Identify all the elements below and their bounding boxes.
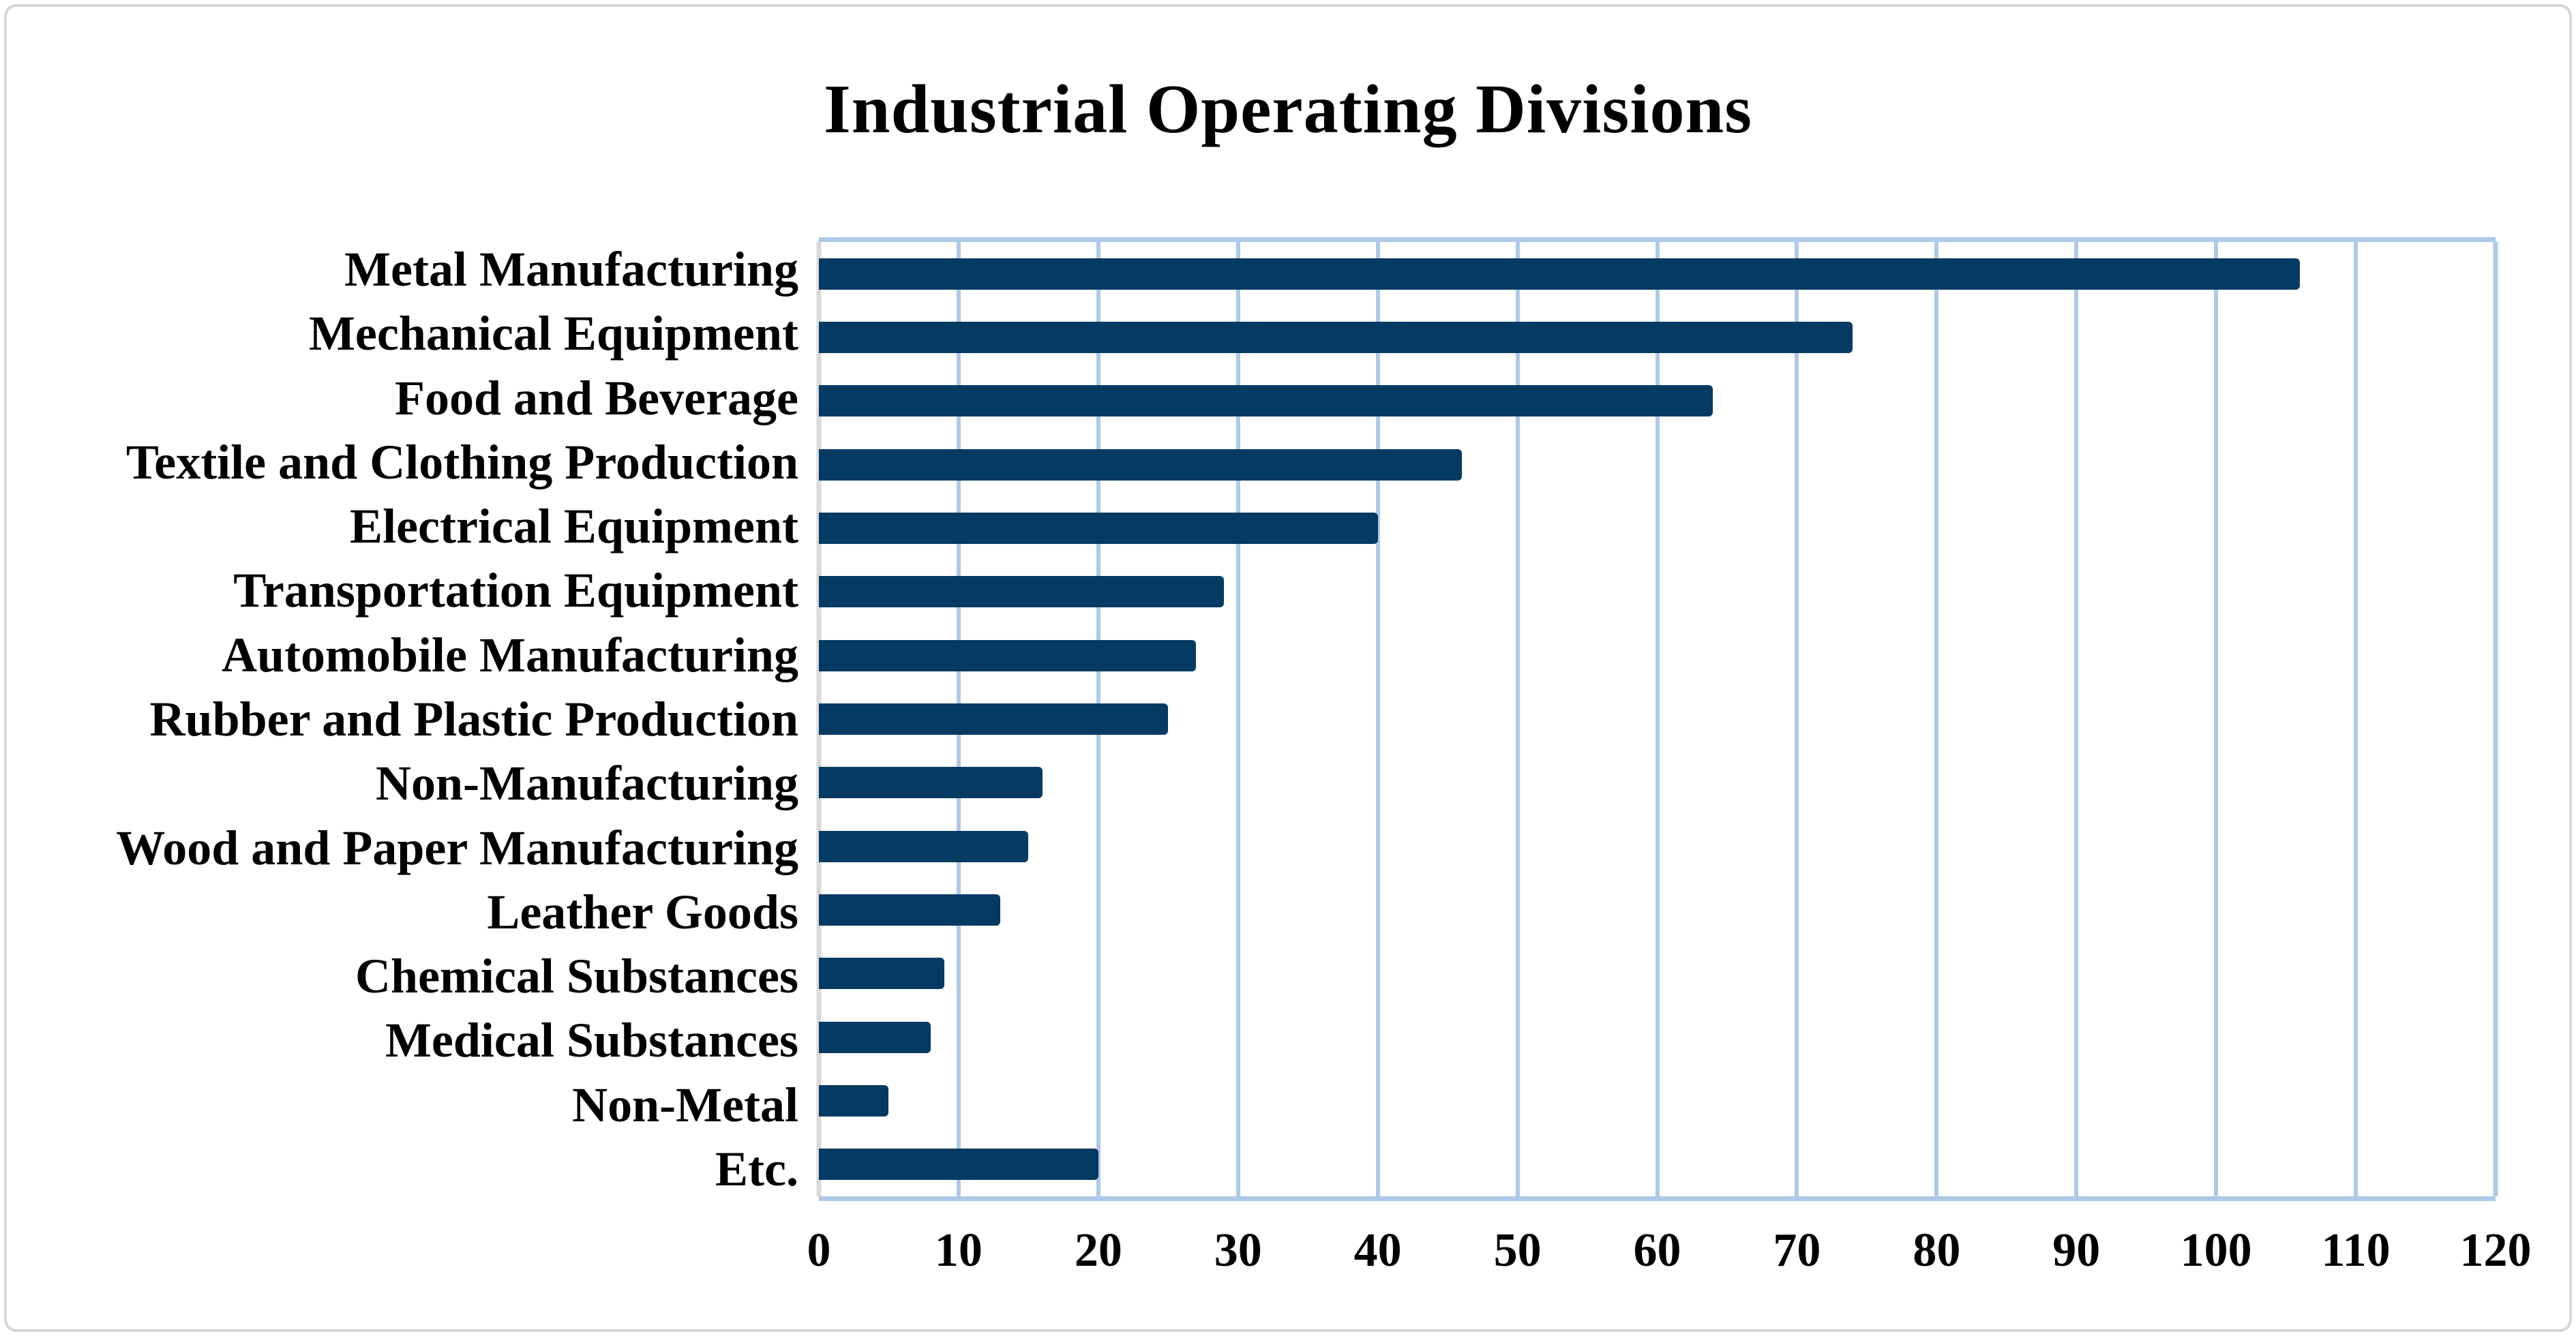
bar bbox=[819, 1021, 931, 1053]
bar bbox=[819, 767, 1043, 799]
plot-area bbox=[816, 237, 2498, 1201]
bar bbox=[819, 449, 1462, 481]
bar bbox=[819, 830, 1029, 862]
gridline bbox=[1655, 242, 1660, 1196]
bar bbox=[819, 258, 2301, 290]
gridline bbox=[2354, 242, 2358, 1196]
gridline bbox=[1375, 242, 1380, 1196]
category-label: Etc. bbox=[715, 1141, 798, 1196]
category-label: Textile and Clothing Production bbox=[125, 434, 798, 489]
gridline bbox=[1235, 242, 1240, 1196]
x-tick-label: 0 bbox=[807, 1224, 831, 1277]
x-tick-label: 90 bbox=[2052, 1224, 2101, 1277]
x-axis-tick-labels: 0 10 20 30 40 50 60 70 80 90 100 110 120 bbox=[807, 1221, 2532, 1283]
bar bbox=[819, 1085, 889, 1117]
x-tick-label: 120 bbox=[2459, 1224, 2532, 1277]
category-label: Medical Substances bbox=[385, 1013, 798, 1068]
gridline bbox=[1934, 242, 1939, 1196]
x-tick-label: 20 bbox=[1074, 1224, 1122, 1277]
bar bbox=[819, 639, 1197, 671]
category-label: Electrical Equipment bbox=[350, 499, 798, 554]
category-axis-labels: Metal Manufacturing Mechanical Equipment F… bbox=[34, 237, 798, 1201]
category-label: Rubber and Plastic Production bbox=[149, 692, 798, 746]
x-tick-label: 30 bbox=[1214, 1224, 1262, 1277]
x-tick-label: 60 bbox=[1633, 1224, 1681, 1277]
category-label: Non-Metal bbox=[572, 1077, 798, 1132]
bar bbox=[819, 513, 1378, 544]
bar bbox=[819, 322, 1853, 353]
x-tick-label: 10 bbox=[934, 1224, 983, 1277]
x-tick-label: 50 bbox=[1493, 1224, 1542, 1277]
bar bbox=[819, 576, 1225, 608]
category-label: Wood and Paper Manufacturing bbox=[116, 820, 798, 875]
gridline bbox=[2074, 242, 2079, 1196]
category-label: Food and Beverage bbox=[395, 370, 798, 425]
bar bbox=[819, 385, 1713, 417]
bar bbox=[819, 703, 1169, 735]
gridline bbox=[2493, 242, 2498, 1196]
x-tick-label: 110 bbox=[2321, 1224, 2391, 1277]
x-tick-label: 80 bbox=[1913, 1224, 1961, 1277]
category-label: Non-Manufacturing bbox=[375, 756, 798, 811]
gridline bbox=[1515, 242, 1520, 1196]
gridline bbox=[2214, 242, 2219, 1196]
x-tick-label: 40 bbox=[1353, 1224, 1402, 1277]
bar bbox=[819, 958, 945, 990]
chart-canvas: Industrial Operating Divisions Metal Man… bbox=[4, 4, 2572, 1332]
x-tick-label: 100 bbox=[2180, 1224, 2252, 1277]
bar-layer bbox=[819, 242, 2496, 1196]
category-label: Mechanical Equipment bbox=[308, 306, 798, 361]
gridline bbox=[1795, 242, 1799, 1196]
chart-title: Industrial Operating Divisions bbox=[824, 71, 1752, 148]
category-label: Chemical Substances bbox=[355, 949, 798, 1004]
category-label: Transportation Equipment bbox=[233, 563, 798, 618]
bar bbox=[819, 1149, 1098, 1181]
category-label: Automobile Manufacturing bbox=[222, 627, 798, 682]
category-label: Metal Manufacturing bbox=[344, 242, 798, 297]
bar bbox=[819, 894, 1001, 926]
x-tick-label: 70 bbox=[1773, 1224, 1821, 1277]
category-label: Leather Goods bbox=[487, 884, 798, 939]
